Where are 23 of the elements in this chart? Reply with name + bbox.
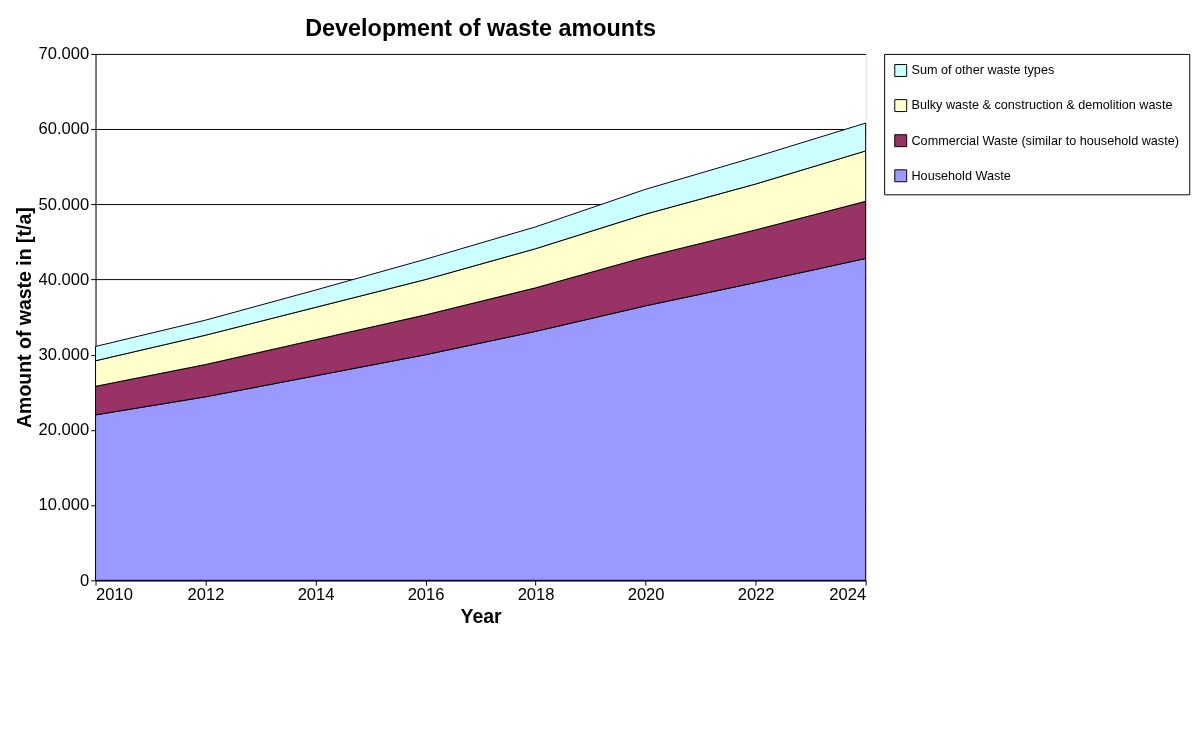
y-tick-label: 30.000: [38, 345, 90, 365]
y-tick-label: 60.000: [38, 119, 90, 139]
x-tick-label: 2020: [627, 585, 665, 605]
x-tick-label: 2024: [829, 585, 867, 605]
legend-label: Commercial Waste (similar to household waste): [911, 133, 1179, 148]
x-tick-label: 2018: [517, 585, 555, 605]
y-tick-label: 70.000: [38, 44, 90, 64]
legend-label: Sum of other waste types: [911, 63, 1055, 78]
x-tick-label: 2022: [737, 585, 775, 605]
y-tick-label: 40.000: [38, 269, 90, 289]
x-tick-label: 2016: [407, 585, 445, 605]
legend-label: Household Waste: [911, 168, 1011, 183]
x-tick-label: 2012: [187, 585, 225, 605]
y-tick-label: 50.000: [38, 194, 90, 214]
x-tick-label: 2010: [96, 585, 133, 605]
y-tick-label: 10.000: [38, 495, 90, 515]
x-axis-title: Year: [460, 604, 503, 627]
y-tick-label: 0: [79, 570, 90, 590]
y-tick-label: 20.000: [38, 420, 90, 440]
x-tick-label: 2014: [297, 585, 335, 605]
legend-label: Bulky waste & construction & demolition waste: [911, 98, 1173, 113]
y-axis-title: Amount of waste in [t/a]: [12, 207, 35, 429]
chart-title: Development of waste amounts: [305, 15, 656, 42]
